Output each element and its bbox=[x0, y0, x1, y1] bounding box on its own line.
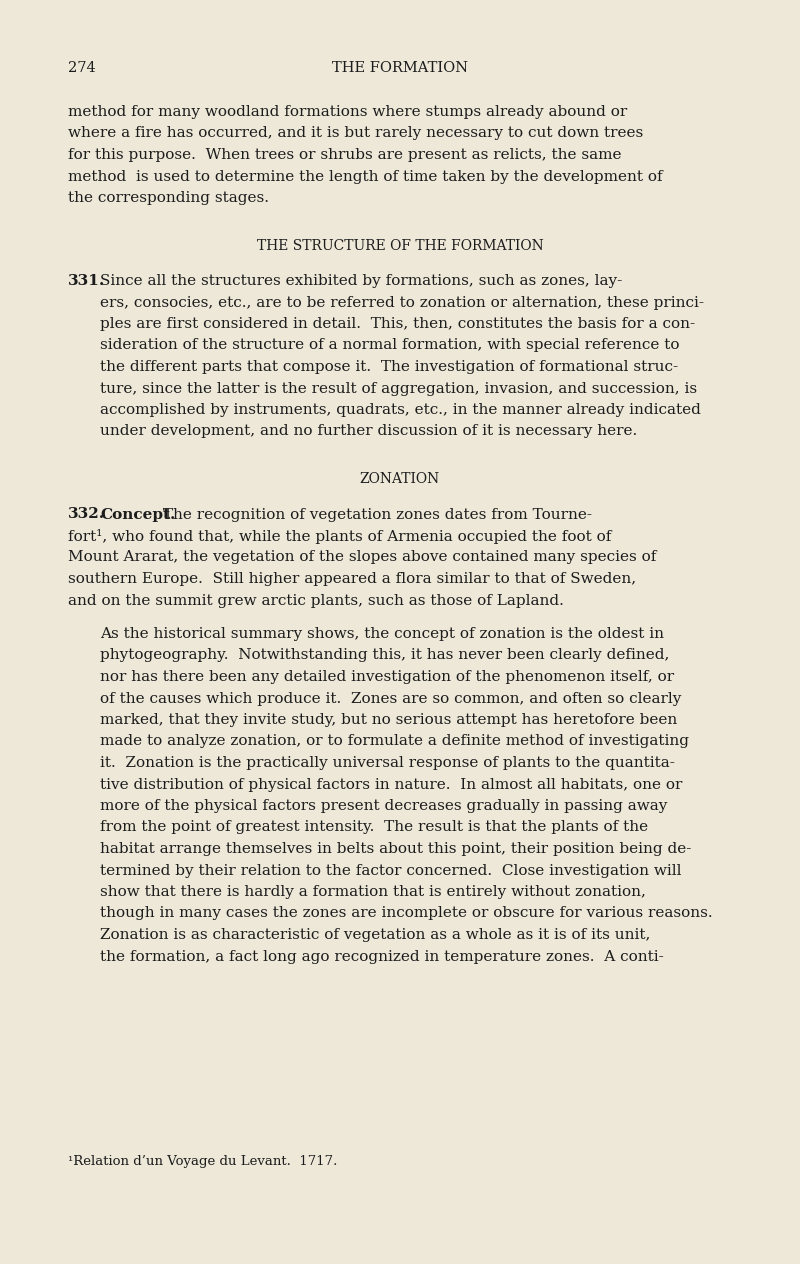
Text: made to analyze zonation, or to formulate a definite method of investigating: made to analyze zonation, or to formulat… bbox=[100, 734, 689, 748]
Text: ¹Relation d’un Voyage du Levant.  1717.: ¹Relation d’un Voyage du Levant. 1717. bbox=[68, 1155, 338, 1168]
Text: method  is used to determine the length of time taken by the development of: method is used to determine the length o… bbox=[68, 169, 662, 183]
Text: THE FORMATION: THE FORMATION bbox=[332, 61, 468, 75]
Text: sideration of the structure of a normal formation, with special reference to: sideration of the structure of a normal … bbox=[100, 339, 679, 353]
Text: THE STRUCTURE OF THE FORMATION: THE STRUCTURE OF THE FORMATION bbox=[257, 239, 543, 253]
Text: under development, and no further discussion of it is necessary here.: under development, and no further discus… bbox=[100, 425, 638, 439]
Text: 331.: 331. bbox=[68, 274, 106, 288]
Text: more of the physical factors present decreases gradually in passing away: more of the physical factors present dec… bbox=[100, 799, 667, 813]
Text: ers, consocies, etc., are to be referred to zonation or alternation, these princ: ers, consocies, etc., are to be referred… bbox=[100, 296, 704, 310]
Text: ples are first considered in detail.  This, then, constitutes the basis for a co: ples are first considered in detail. Thi… bbox=[100, 317, 695, 331]
Text: fort¹, who found that, while the plants of Armenia occupied the foot of: fort¹, who found that, while the plants … bbox=[68, 530, 611, 544]
Text: 332.: 332. bbox=[68, 508, 105, 522]
Text: the different parts that compose it.  The investigation of formational struc-: the different parts that compose it. The… bbox=[100, 360, 678, 374]
Text: As the historical summary shows, the concept of zonation is the oldest in: As the historical summary shows, the con… bbox=[100, 627, 664, 641]
Text: and on the summit grew arctic plants, such as those of Lapland.: and on the summit grew arctic plants, su… bbox=[68, 594, 564, 608]
Text: nor has there been any detailed investigation of the phenomenon itself, or: nor has there been any detailed investig… bbox=[100, 670, 674, 684]
Text: the formation, a fact long ago recognized in temperature zones.  A conti-: the formation, a fact long ago recognize… bbox=[100, 949, 664, 963]
Text: accomplished by instruments, quadrats, etc., in the manner already indicated: accomplished by instruments, quadrats, e… bbox=[100, 403, 701, 417]
Text: southern Europe.  Still higher appeared a flora similar to that of Sweden,: southern Europe. Still higher appeared a… bbox=[68, 573, 636, 586]
Text: 274: 274 bbox=[68, 61, 96, 75]
Text: habitat arrange themselves in belts about this point, their position being de-: habitat arrange themselves in belts abou… bbox=[100, 842, 691, 856]
Text: termined by their relation to the factor concerned.  Close investigation will: termined by their relation to the factor… bbox=[100, 863, 682, 877]
Text: ture, since the latter is the result of aggregation, invasion, and succession, i: ture, since the latter is the result of … bbox=[100, 382, 697, 396]
Text: ZONATION: ZONATION bbox=[360, 471, 440, 485]
Text: tive distribution of physical factors in nature.  In almost all habitats, one or: tive distribution of physical factors in… bbox=[100, 777, 682, 791]
Text: phytogeography.  Notwithstanding this, it has never been clearly defined,: phytogeography. Notwithstanding this, it… bbox=[100, 648, 670, 662]
Text: Concept.: Concept. bbox=[100, 508, 175, 522]
Text: Zonation is as characteristic of vegetation as a whole as it is of its unit,: Zonation is as characteristic of vegetat… bbox=[100, 928, 650, 942]
Text: though in many cases the zones are incomplete or obscure for various reasons.: though in many cases the zones are incom… bbox=[100, 906, 713, 920]
Text: Since all the structures exhibited by formations, such as zones, lay-: Since all the structures exhibited by fo… bbox=[100, 274, 622, 288]
Text: where a fire has occurred, and it is but rarely necessary to cut down trees: where a fire has occurred, and it is but… bbox=[68, 126, 643, 140]
Text: Mount Ararat, the vegetation of the slopes above contained many species of: Mount Ararat, the vegetation of the slop… bbox=[68, 551, 656, 565]
Text: the corresponding stages.: the corresponding stages. bbox=[68, 191, 269, 205]
Text: method for many woodland formations where stumps already abound or: method for many woodland formations wher… bbox=[68, 105, 627, 119]
Text: show that there is hardly a formation that is entirely without zonation,: show that there is hardly a formation th… bbox=[100, 885, 646, 899]
Text: of the causes which produce it.  Zones are so common, and often so clearly: of the causes which produce it. Zones ar… bbox=[100, 691, 682, 705]
Text: marked, that they invite study, but no serious attempt has heretofore been: marked, that they invite study, but no s… bbox=[100, 713, 678, 727]
Text: for this purpose.  When trees or shrubs are present as relicts, the same: for this purpose. When trees or shrubs a… bbox=[68, 148, 622, 162]
Text: The recognition of vegetation zones dates from Tourne-: The recognition of vegetation zones date… bbox=[158, 508, 592, 522]
Text: from the point of greatest intensity.  The result is that the plants of the: from the point of greatest intensity. Th… bbox=[100, 820, 648, 834]
Text: it.  Zonation is the practically universal response of plants to the quantita-: it. Zonation is the practically universa… bbox=[100, 756, 675, 770]
